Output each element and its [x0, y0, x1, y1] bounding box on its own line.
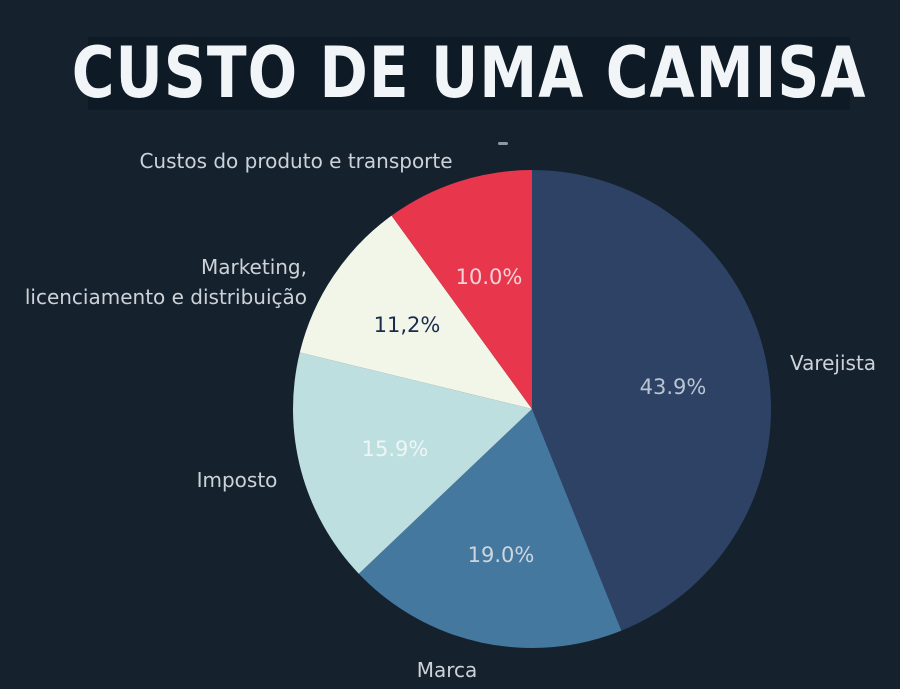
- slice-label-marketing-line2: licenciamento e distribuição: [24, 285, 307, 309]
- slice-label-marketing-line1: Marketing,: [200, 255, 307, 279]
- pct-label-custos: 10.0%: [455, 265, 523, 289]
- chart-title: CUSTO DE UMA CAMISA: [71, 32, 867, 115]
- title-bar: CUSTO DE UMA CAMISA: [72, 33, 866, 115]
- pie-slice-marca: [358, 409, 622, 648]
- pie-slice-varejista: [532, 170, 771, 631]
- pct-label-marca: 19.0%: [467, 543, 535, 567]
- pct-label-imposto: 15.9%: [361, 437, 429, 461]
- slice-label-varejista: Varejista: [789, 351, 877, 375]
- pie-slice-custos: [391, 170, 532, 409]
- slice-label-marketing: Marketing, licenciamento e distribuição: [25, 252, 307, 312]
- pct-label-marketing: 11,2%: [373, 313, 441, 337]
- top-tick-artifact: [498, 142, 508, 145]
- pie-slice-marketing: [299, 215, 532, 409]
- slice-label-marca: Marca: [416, 658, 478, 682]
- pct-label-varejista: 43.9%: [639, 375, 707, 399]
- slice-label-custos: Custos do produto e transporte: [139, 149, 453, 173]
- slice-label-imposto: Imposto: [196, 468, 278, 492]
- pie-slice-imposto: [293, 352, 532, 574]
